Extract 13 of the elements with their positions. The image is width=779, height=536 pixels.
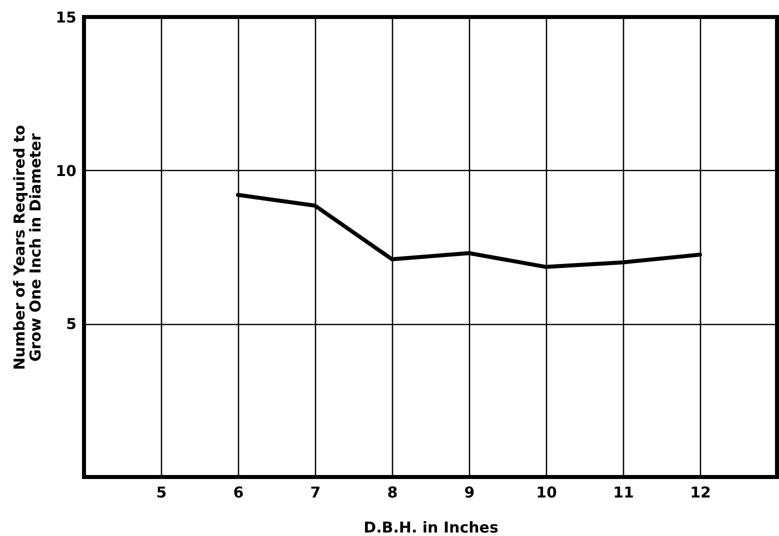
y-tick-label: 10 [56, 162, 76, 180]
x-tick-label: 10 [536, 484, 557, 502]
x-tick-label: 11 [613, 484, 634, 502]
x-tick-label: 7 [310, 484, 321, 502]
x-tick-label: 5 [156, 484, 167, 502]
x-tick-label: 9 [464, 484, 475, 502]
y-tick-label: 5 [66, 315, 76, 334]
x-tick-label: 6 [233, 484, 244, 502]
x-tick-label: 12 [690, 484, 711, 502]
x-tick-label: 8 [387, 484, 398, 502]
x-axis-title: D.B.H. in Inches [364, 518, 498, 536]
y-tick-label: 15 [56, 8, 76, 26]
y-axis-title: Number of Years Required to Grow One Inch in Diameter [10, 124, 45, 370]
